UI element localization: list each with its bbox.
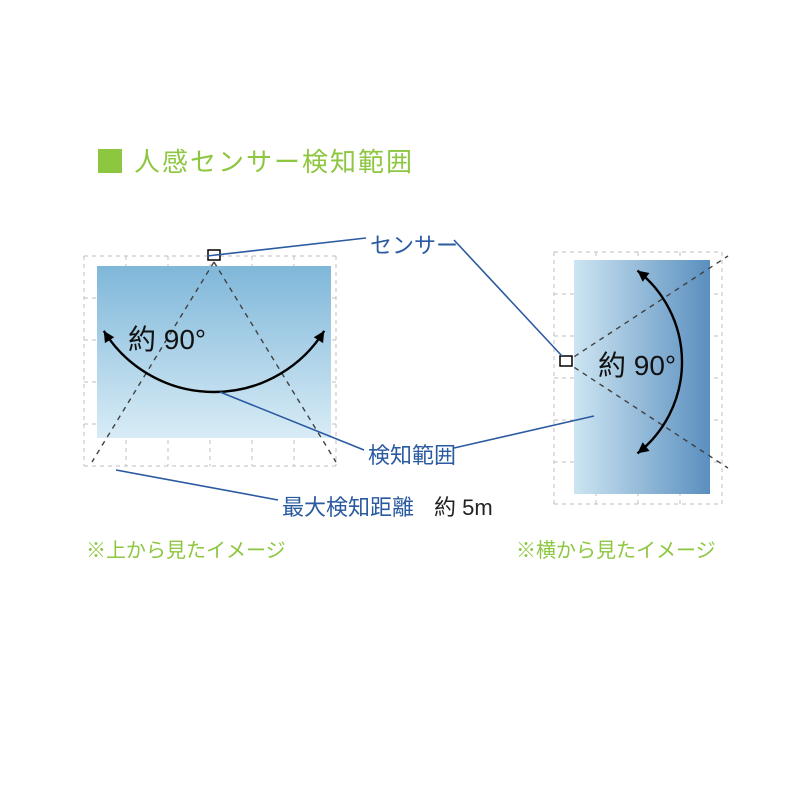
label-distance-head: 最大検知距離 [282,490,414,522]
label-distance-val: 約 5m [434,490,493,522]
caption-right: ※横から見たイメージ [516,534,716,563]
label-range: 検知範囲 [368,438,456,470]
title-square-icon [98,149,122,173]
label-angle-left: 約 90° [128,318,206,358]
label-angle-right: 約 90° [598,344,676,384]
sensor-icon-left [208,250,220,260]
label-sensor: センサー [370,228,458,260]
caption-left: ※上から見たイメージ [86,534,286,563]
page-title: 人感センサー検知範囲 [98,142,414,179]
title-text: 人感センサー検知範囲 [134,142,414,179]
leader-distance [116,470,278,500]
sensor-icon-right [560,356,572,366]
top-view-diagram [80,252,340,464]
